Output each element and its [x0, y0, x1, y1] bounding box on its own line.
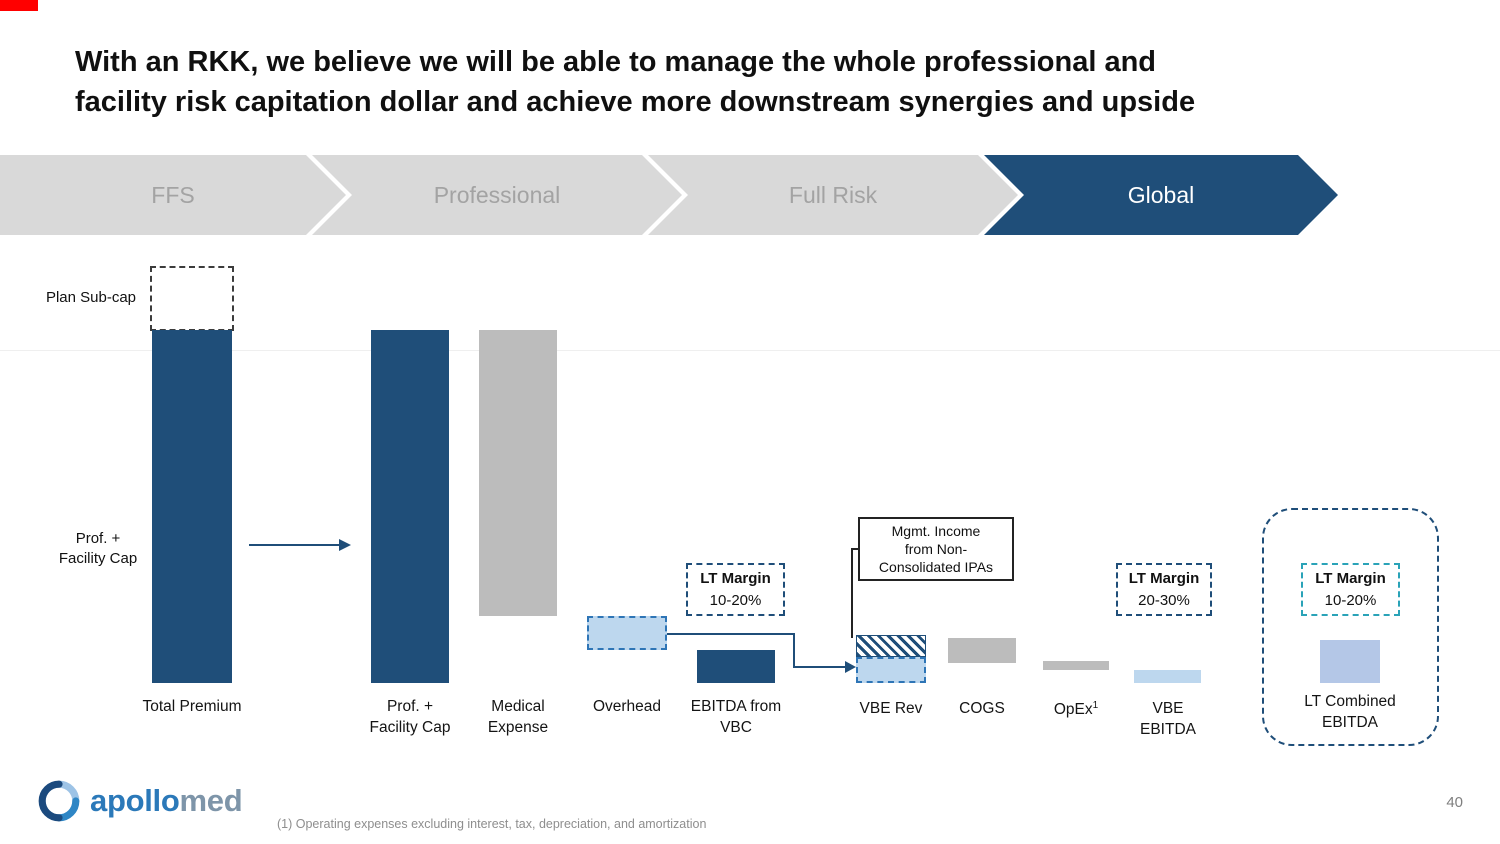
slide-accent-mark	[0, 0, 38, 11]
vbc-to-vbe-connector-h2	[793, 666, 845, 668]
footnote: (1) Operating expenses excluding interes…	[277, 817, 707, 831]
bar-label-ebitda-vbc: EBITDA from VBC	[690, 698, 782, 736]
lt-combined-ebitda-bar	[1320, 640, 1380, 683]
stage-global-active: Global	[984, 155, 1338, 235]
apollomed-logo: apollomed	[38, 780, 243, 822]
cogs-bar	[948, 638, 1016, 663]
bar-label-vbe-rev: VBE Rev	[859, 700, 923, 717]
lt-margin-combined-callout: LT Margin 10-20%	[1301, 563, 1400, 616]
prof-cap-arrow-line	[249, 544, 339, 546]
page-number: 40	[1446, 794, 1463, 811]
bar-label-lt-combined-ebitda: LT Combined EBITDA	[1304, 693, 1396, 731]
bar-label-overhead: Overhead	[592, 698, 662, 715]
vbe-rev-base-bar	[856, 657, 926, 683]
stage-progress-bar: FFS Professional Full Risk Global	[0, 155, 1500, 235]
stage-ffs-label: FFS	[151, 181, 195, 208]
total-premium-bar	[152, 330, 232, 683]
stage-ffs: FFS	[0, 155, 346, 235]
vbc-to-vbe-connector-h1	[667, 633, 795, 635]
stage-full-risk: Full Risk	[648, 155, 1018, 235]
vbe-ebitda-bar	[1134, 670, 1201, 683]
page-title-line2: facility risk capitation dollar and achi…	[75, 86, 1196, 119]
mgmt-income-connector-line	[851, 548, 853, 638]
bar-label-total-premium: Total Premium	[142, 698, 242, 715]
opex-bar	[1043, 661, 1109, 670]
page-title: With an RKK, we believe we will be able …	[75, 42, 1465, 122]
bar-label-opex: OpEx1	[1053, 700, 1099, 719]
lt-combined-dashed-frame	[1262, 508, 1439, 746]
vbc-to-vbe-connector-v	[793, 633, 795, 668]
plan-subcap-annotation: Plan Sub-cap	[45, 289, 137, 306]
bar-label-cogs: COGS	[959, 700, 1005, 717]
mgmt-income-connector-stub	[851, 548, 860, 550]
vbe-rev-mgmt-income-hatched-bar	[856, 635, 926, 657]
ebitda-from-vbc-bar	[697, 650, 775, 683]
plan-subcap-dashed-box	[150, 266, 234, 331]
mgmt-income-callout: Mgmt. Income from Non- Consolidated IPAs	[858, 517, 1014, 581]
prof-cap-arrow-head-icon	[339, 539, 351, 551]
bar-label-medical-expense: Medical Expense	[487, 698, 549, 736]
prof-facility-cap-bar	[371, 330, 449, 683]
lt-margin-vbe-callout: LT Margin 20-30%	[1116, 563, 1212, 616]
stage-full-risk-label: Full Risk	[788, 181, 878, 208]
background-gridline	[0, 350, 1500, 351]
stage-professional: Professional	[312, 155, 682, 235]
bar-label-vbe-ebitda: VBE EBITDA	[1140, 700, 1196, 738]
page-title-line1: With an RKK, we believe we will be able …	[75, 46, 1157, 78]
apollomed-logo-icon	[38, 780, 80, 822]
prof-facility-cap-annotation: Prof. + Facility Cap	[58, 530, 138, 567]
lt-margin-vbc-callout: LT Margin 10-20%	[686, 563, 785, 616]
stage-professional-label: Professional	[433, 181, 561, 208]
bar-label-prof-facility: Prof. + Facility Cap	[369, 698, 451, 736]
apollomed-logo-text: apollomed	[90, 783, 243, 818]
vbc-to-vbe-arrow-head-icon	[845, 661, 856, 673]
stage-global-label: Global	[1127, 181, 1195, 208]
overhead-bar	[587, 616, 667, 650]
medical-expense-bar	[479, 330, 557, 616]
